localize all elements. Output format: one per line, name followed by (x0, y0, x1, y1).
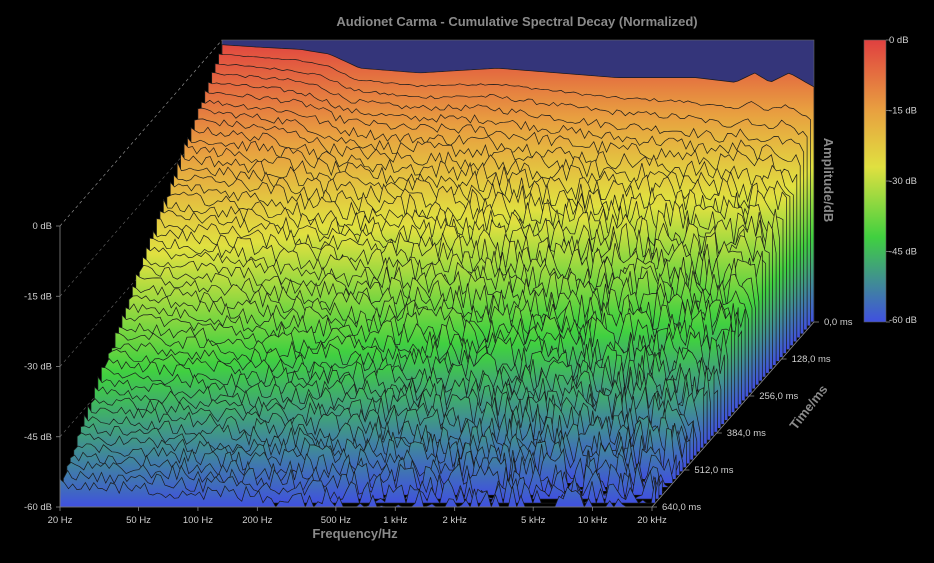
x-tick-label: 20 Hz (48, 515, 73, 526)
x-tick-label: 2 kHz (443, 515, 468, 526)
colorbar-label: -15 dB (889, 106, 917, 117)
x-tick-label: 1 kHz (383, 515, 408, 526)
chart-title: Audionet Carma - Cumulative Spectral Dec… (336, 14, 697, 29)
y-tick-label: -60 dB (24, 502, 52, 513)
y-tick-labels: 0 dB -15 dB -30 dB -45 dB -60 dB (24, 221, 60, 513)
time-tick-label: 512,0 ms (694, 465, 733, 476)
top-edge-line (59, 39, 223, 227)
x-tick-label: 10 kHz (578, 515, 608, 526)
x-tick-label: 20 kHz (637, 515, 667, 526)
y-axis-label: Amplitude/dB (821, 138, 836, 223)
time-tick-label: 0,0 ms (824, 317, 853, 328)
colorbar-label: -45 dB (889, 247, 917, 258)
time-tick-label: 256,0 ms (759, 391, 798, 402)
y-tick-label: 0 dB (32, 221, 52, 232)
time-tick-label: 384,0 ms (727, 428, 766, 439)
time-axis-label: Time/ms (786, 382, 830, 433)
x-tick-label: 50 Hz (126, 515, 151, 526)
colorbar-label: -30 dB (889, 176, 917, 187)
time-tick-label: 640,0 ms (662, 502, 701, 513)
decay-slices (59, 44, 815, 509)
y-tick-label: -45 dB (24, 432, 52, 443)
colorbar-label: -60 dB (889, 315, 917, 326)
x-tick-label: 5 kHz (521, 515, 546, 526)
time-tick-label: 128,0 ms (792, 354, 831, 365)
x-tick-label: 100 Hz (183, 515, 213, 526)
colorbar-label: 0 dB (889, 35, 909, 46)
colorbar-labels: 0 dB -15 dB -30 dB -45 dB -60 dB (886, 35, 917, 326)
x-tick-labels: 20 Hz 50 Hz 100 Hz 200 Hz 500 Hz 1 kHz 2 kHz 5 … (48, 507, 667, 526)
time-tick-labels: 0,0 ms 128,0 ms 256,0 ms 384,0 ms 512,0 ms 64… (652, 317, 853, 513)
y-tick-label: -30 dB (24, 362, 52, 373)
time-axis-line (651, 321, 815, 508)
x-axis-label: Frequency/Hz (312, 526, 398, 541)
x-tick-label: 200 Hz (242, 515, 272, 526)
y-tick-label: -15 dB (24, 291, 52, 302)
colorbar (863, 39, 887, 323)
x-tick-label: 500 Hz (321, 515, 351, 526)
